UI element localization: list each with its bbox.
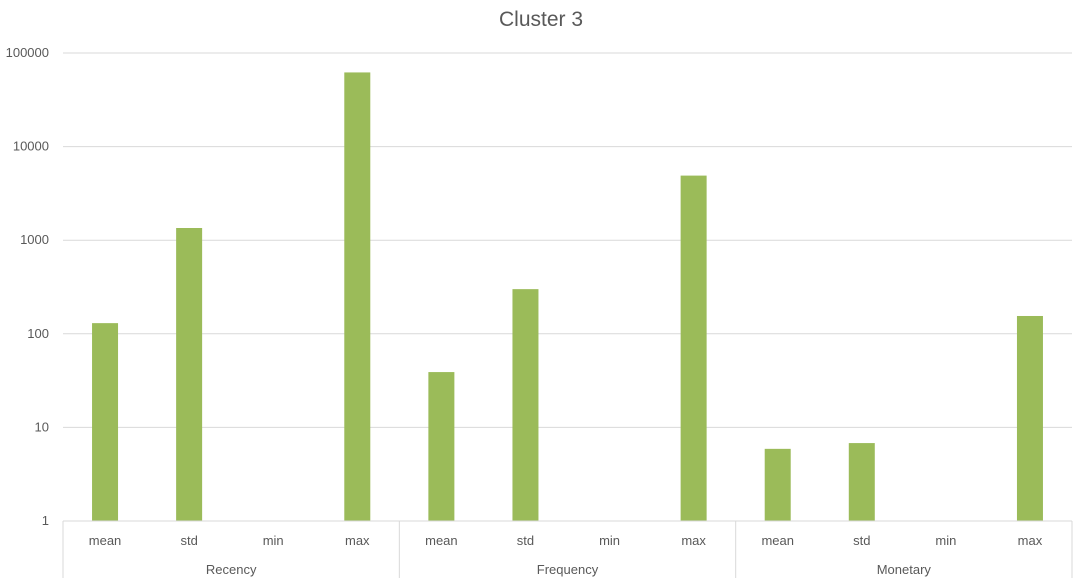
chart-title: Cluster 3 xyxy=(499,8,583,31)
category-label: min xyxy=(599,533,620,548)
bar-frequency-std xyxy=(512,289,539,521)
y-axis-ticks: 1 10 100 1000 10000 100000 xyxy=(6,45,49,528)
group-label-recency: Recency xyxy=(206,562,257,577)
y-tick-label: 1 xyxy=(42,513,49,528)
bar-monetary-mean xyxy=(764,448,791,521)
bar-recency-mean xyxy=(92,323,119,521)
bar-frequency-mean xyxy=(428,372,455,521)
category-label: min xyxy=(263,533,284,548)
y-tick-label: 100000 xyxy=(6,45,49,60)
y-tick-label: 100 xyxy=(27,326,49,341)
bar-recency-std xyxy=(176,228,203,521)
category-label: mean xyxy=(761,533,794,548)
category-label: max xyxy=(681,533,706,548)
category-label: std xyxy=(853,533,870,548)
category-axis xyxy=(62,520,1073,578)
group-label-frequency: Frequency xyxy=(537,562,599,577)
bar-monetary-std xyxy=(848,443,875,521)
y-tick-label: 10000 xyxy=(13,139,49,154)
category-label: std xyxy=(180,533,197,548)
y-tick-label: 10 xyxy=(35,419,49,434)
bar-monetary-max xyxy=(1016,315,1043,521)
category-label: max xyxy=(1018,533,1043,548)
category-label: mean xyxy=(89,533,122,548)
bars xyxy=(92,72,1043,522)
category-label: min xyxy=(935,533,956,548)
category-label: max xyxy=(345,533,370,548)
group-labels: Recency Frequency Monetary xyxy=(206,562,932,577)
category-labels: mean std min max mean std min max mean std min max xyxy=(89,533,1043,548)
gridlines xyxy=(63,52,1072,428)
category-label: std xyxy=(517,533,534,548)
category-label: mean xyxy=(425,533,458,548)
y-tick-label: 1000 xyxy=(20,232,49,247)
bar-recency-max xyxy=(344,72,371,522)
group-label-monetary: Monetary xyxy=(877,562,932,577)
bar-frequency-max xyxy=(680,175,707,521)
